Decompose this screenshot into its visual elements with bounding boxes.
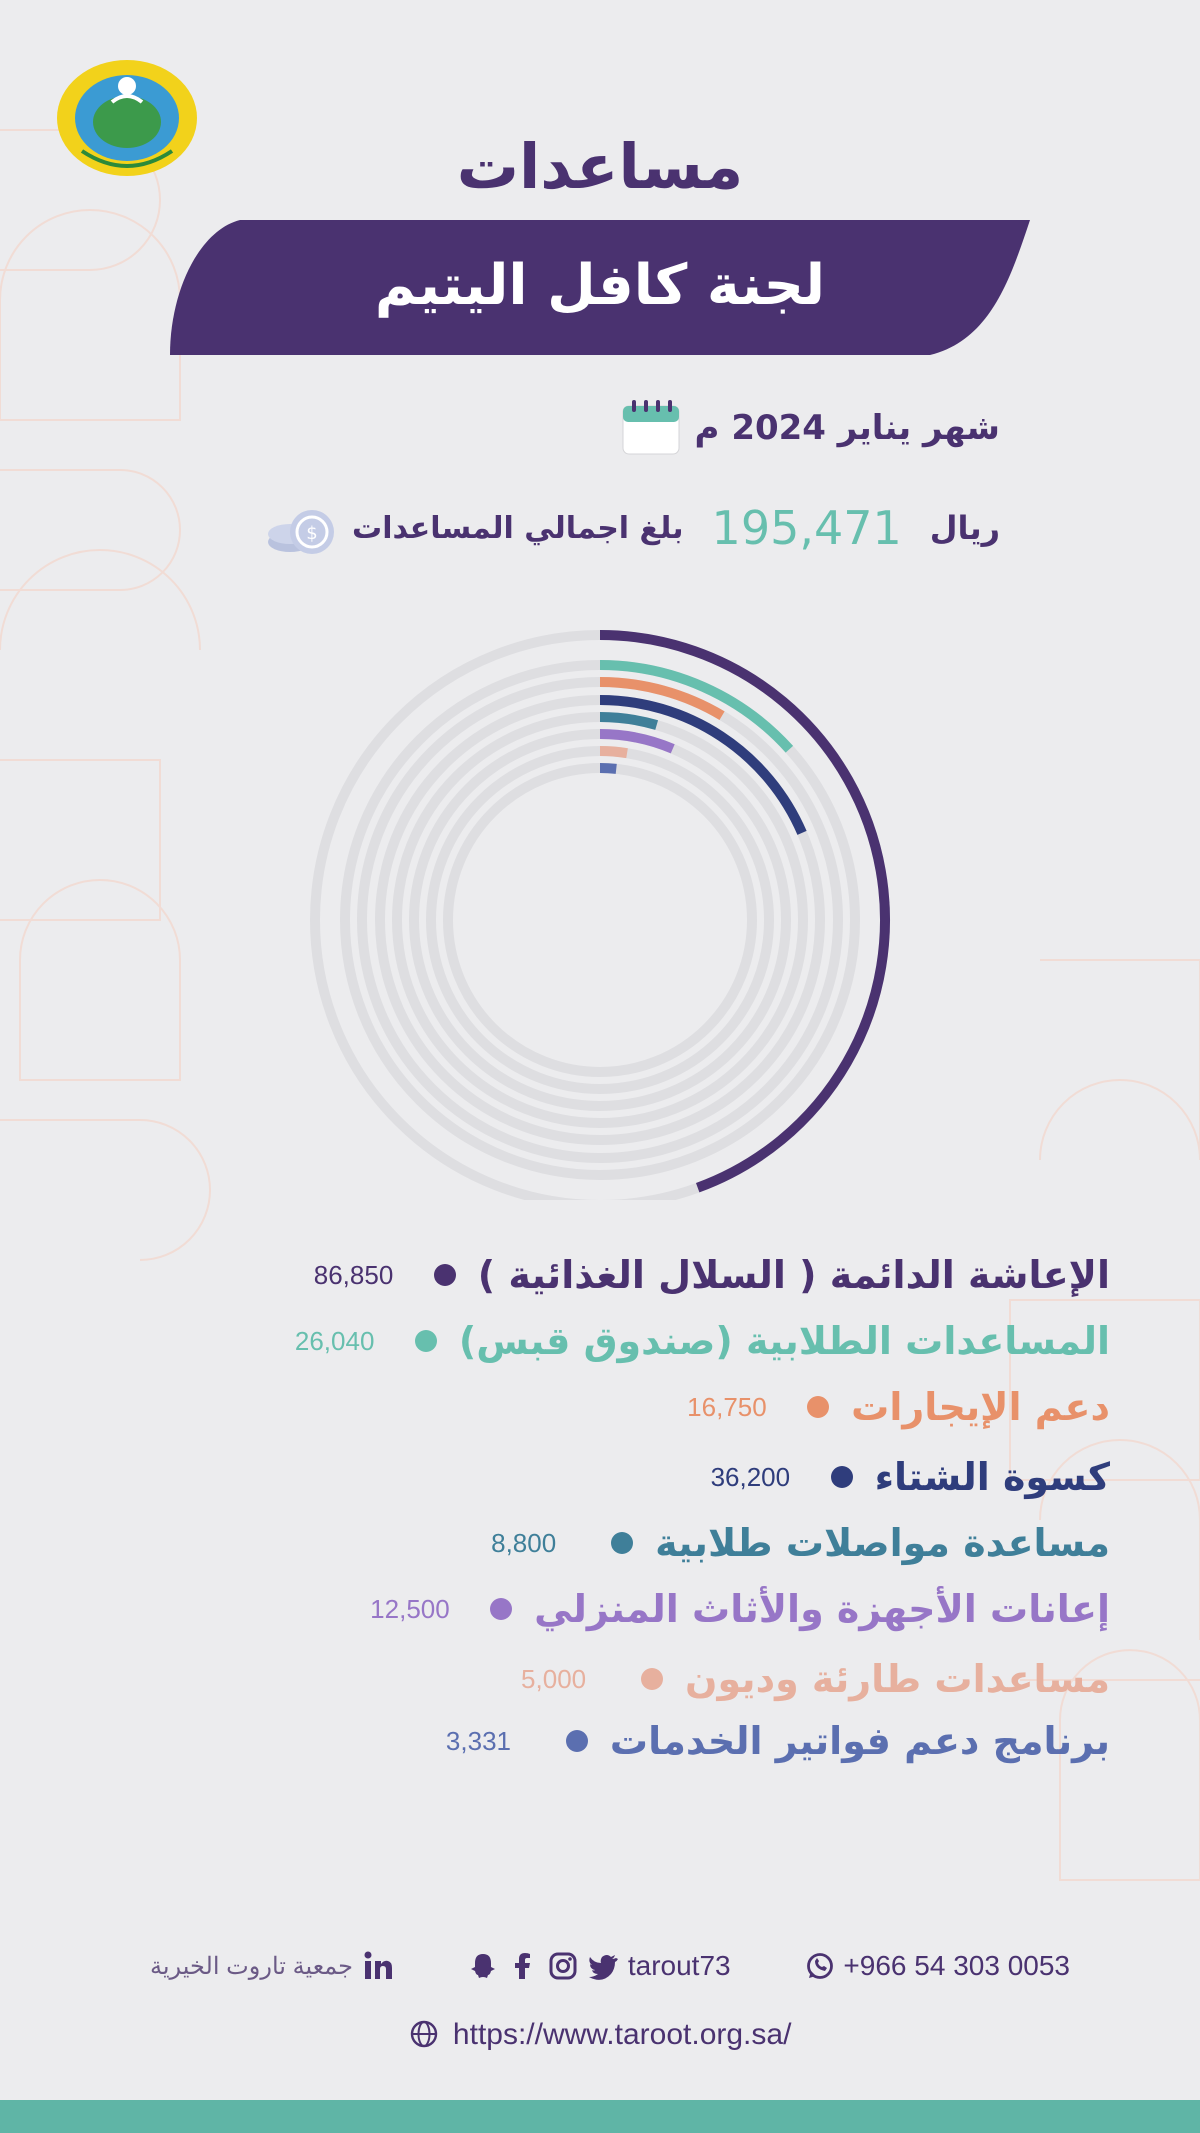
legend-dot xyxy=(611,1532,634,1554)
legend-value: 26,040 xyxy=(294,1325,375,1356)
chart-arc-7 xyxy=(599,746,628,759)
legend-dot xyxy=(807,1396,830,1418)
footer-handle[interactable]: tarout73 xyxy=(627,1950,731,1981)
footer-contacts: جمعية تاروت الخيرية tarout73 +966 54 303… xyxy=(150,1944,1070,1988)
footer-phone-group: +966 54 303 0053 xyxy=(805,1950,1070,1982)
title-banner xyxy=(170,220,1030,355)
facebook-icon[interactable] xyxy=(508,1951,538,1981)
coins-icon: $ xyxy=(268,510,335,554)
legend-item: 26,040 المساعدات الطلابية (صندوق قبس) xyxy=(295,1311,1110,1371)
legend-label: مساعدة مواصلات طلابية xyxy=(655,1521,1110,1565)
legend-item: 8,800 مساعدة مواصلات طلابية xyxy=(491,1513,1110,1573)
committee-title: لجنة كافل اليتيم xyxy=(374,253,826,318)
chart-track-7 xyxy=(426,746,774,1094)
chart-arc-6 xyxy=(599,729,675,754)
legend-item: 86,850 الإعاشة الدائمة ( السلال الغذائية … xyxy=(314,1245,1110,1305)
chart-arc-4 xyxy=(599,695,807,835)
legend-value: 5,000 xyxy=(521,1663,587,1694)
month-label: شهر يناير 2024 م xyxy=(694,408,1000,448)
total-value: 195,471 xyxy=(711,501,902,555)
footer-org-name: جمعية تاروت الخيرية xyxy=(150,1952,354,1980)
legend-dot xyxy=(830,1466,853,1488)
legend-value: 36,200 xyxy=(710,1461,791,1492)
chart-track-6 xyxy=(409,729,791,1111)
page-title: مساعدات xyxy=(456,130,744,203)
legend-label: الإعاشة الدائمة ( السلال الغذائية ) xyxy=(477,1253,1110,1297)
legend-label: برنامج دعم فواتير الخدمات xyxy=(609,1719,1110,1763)
website-link[interactable]: https://www.taroot.org.sa/ xyxy=(452,2018,792,2051)
twitter-icon[interactable] xyxy=(588,1951,618,1981)
whatsapp-icon[interactable] xyxy=(805,1951,835,1981)
legend-dot xyxy=(414,1330,437,1352)
footer-website: https://www.taroot.org.sa/ xyxy=(0,2018,1200,2052)
total-row: $ بلغ اجمالي المساعدات 195,471 ريال xyxy=(264,498,1000,558)
legend-label: المساعدات الطلابية (صندوق قبس) xyxy=(458,1319,1110,1363)
legend-label: إعانات الأجهزة والأثاث المنزلي xyxy=(534,1587,1110,1631)
chart-arc-5 xyxy=(599,712,659,730)
legend-value: 12,500 xyxy=(370,1593,450,1624)
bottom-bar xyxy=(0,2100,1200,2133)
month-row: شهر يناير 2024 م xyxy=(621,400,1000,456)
legend-dot xyxy=(641,1668,664,1690)
legend-label: مساعدات طارئة وديون xyxy=(685,1657,1110,1701)
snapchat-icon[interactable] xyxy=(468,1951,498,1981)
calendar-icon xyxy=(622,400,680,455)
footer-social-group: tarout73 xyxy=(468,1950,731,1982)
radial-bar-chart xyxy=(310,630,890,1200)
legend-value: 8,800 xyxy=(491,1527,557,1558)
total-label: بلغ اجمالي المساعدات xyxy=(352,510,684,546)
legend-dot xyxy=(433,1264,456,1286)
legend-item: 12,500 إعانات الأجهزة والأثاث المنزلي xyxy=(370,1579,1110,1639)
legend-label: دعم الإيجارات xyxy=(851,1385,1110,1429)
legend-label: كسوة الشتاء xyxy=(874,1455,1110,1499)
legend-dot xyxy=(490,1598,513,1620)
legend-value: 16,750 xyxy=(687,1391,767,1422)
legend-dot xyxy=(565,1730,588,1752)
chart-arc-3 xyxy=(599,677,725,720)
instagram-icon[interactable] xyxy=(548,1951,578,1981)
footer-phone-number[interactable]: +966 54 303 0053 xyxy=(843,1950,1070,1981)
chart-track-5 xyxy=(392,712,808,1128)
chart-arc-1 xyxy=(599,630,890,1193)
currency-label: ريال xyxy=(929,509,1000,547)
organization-logo xyxy=(57,60,197,176)
chart-arc-2 xyxy=(599,660,794,753)
footer-org-group: جمعية تاروت الخيرية xyxy=(150,1951,393,1981)
legend-item: 3,331 برنامج دعم فواتير الخدمات xyxy=(446,1711,1110,1771)
legend-item: 16,750 دعم الإيجارات xyxy=(687,1377,1110,1437)
legend-item: 5,000 مساعدات طارئة وديون xyxy=(521,1649,1110,1709)
chart-arc-8 xyxy=(599,763,617,774)
chart-track-8 xyxy=(443,763,757,1077)
legend-item: 36,200 كسوة الشتاء xyxy=(711,1447,1110,1507)
legend-value: 86,850 xyxy=(313,1259,394,1290)
legend-value: 3,331 xyxy=(445,1725,511,1756)
linkedin-icon[interactable] xyxy=(363,1951,393,1981)
globe-icon xyxy=(410,2020,437,2048)
svg-text:$: $ xyxy=(306,523,317,544)
